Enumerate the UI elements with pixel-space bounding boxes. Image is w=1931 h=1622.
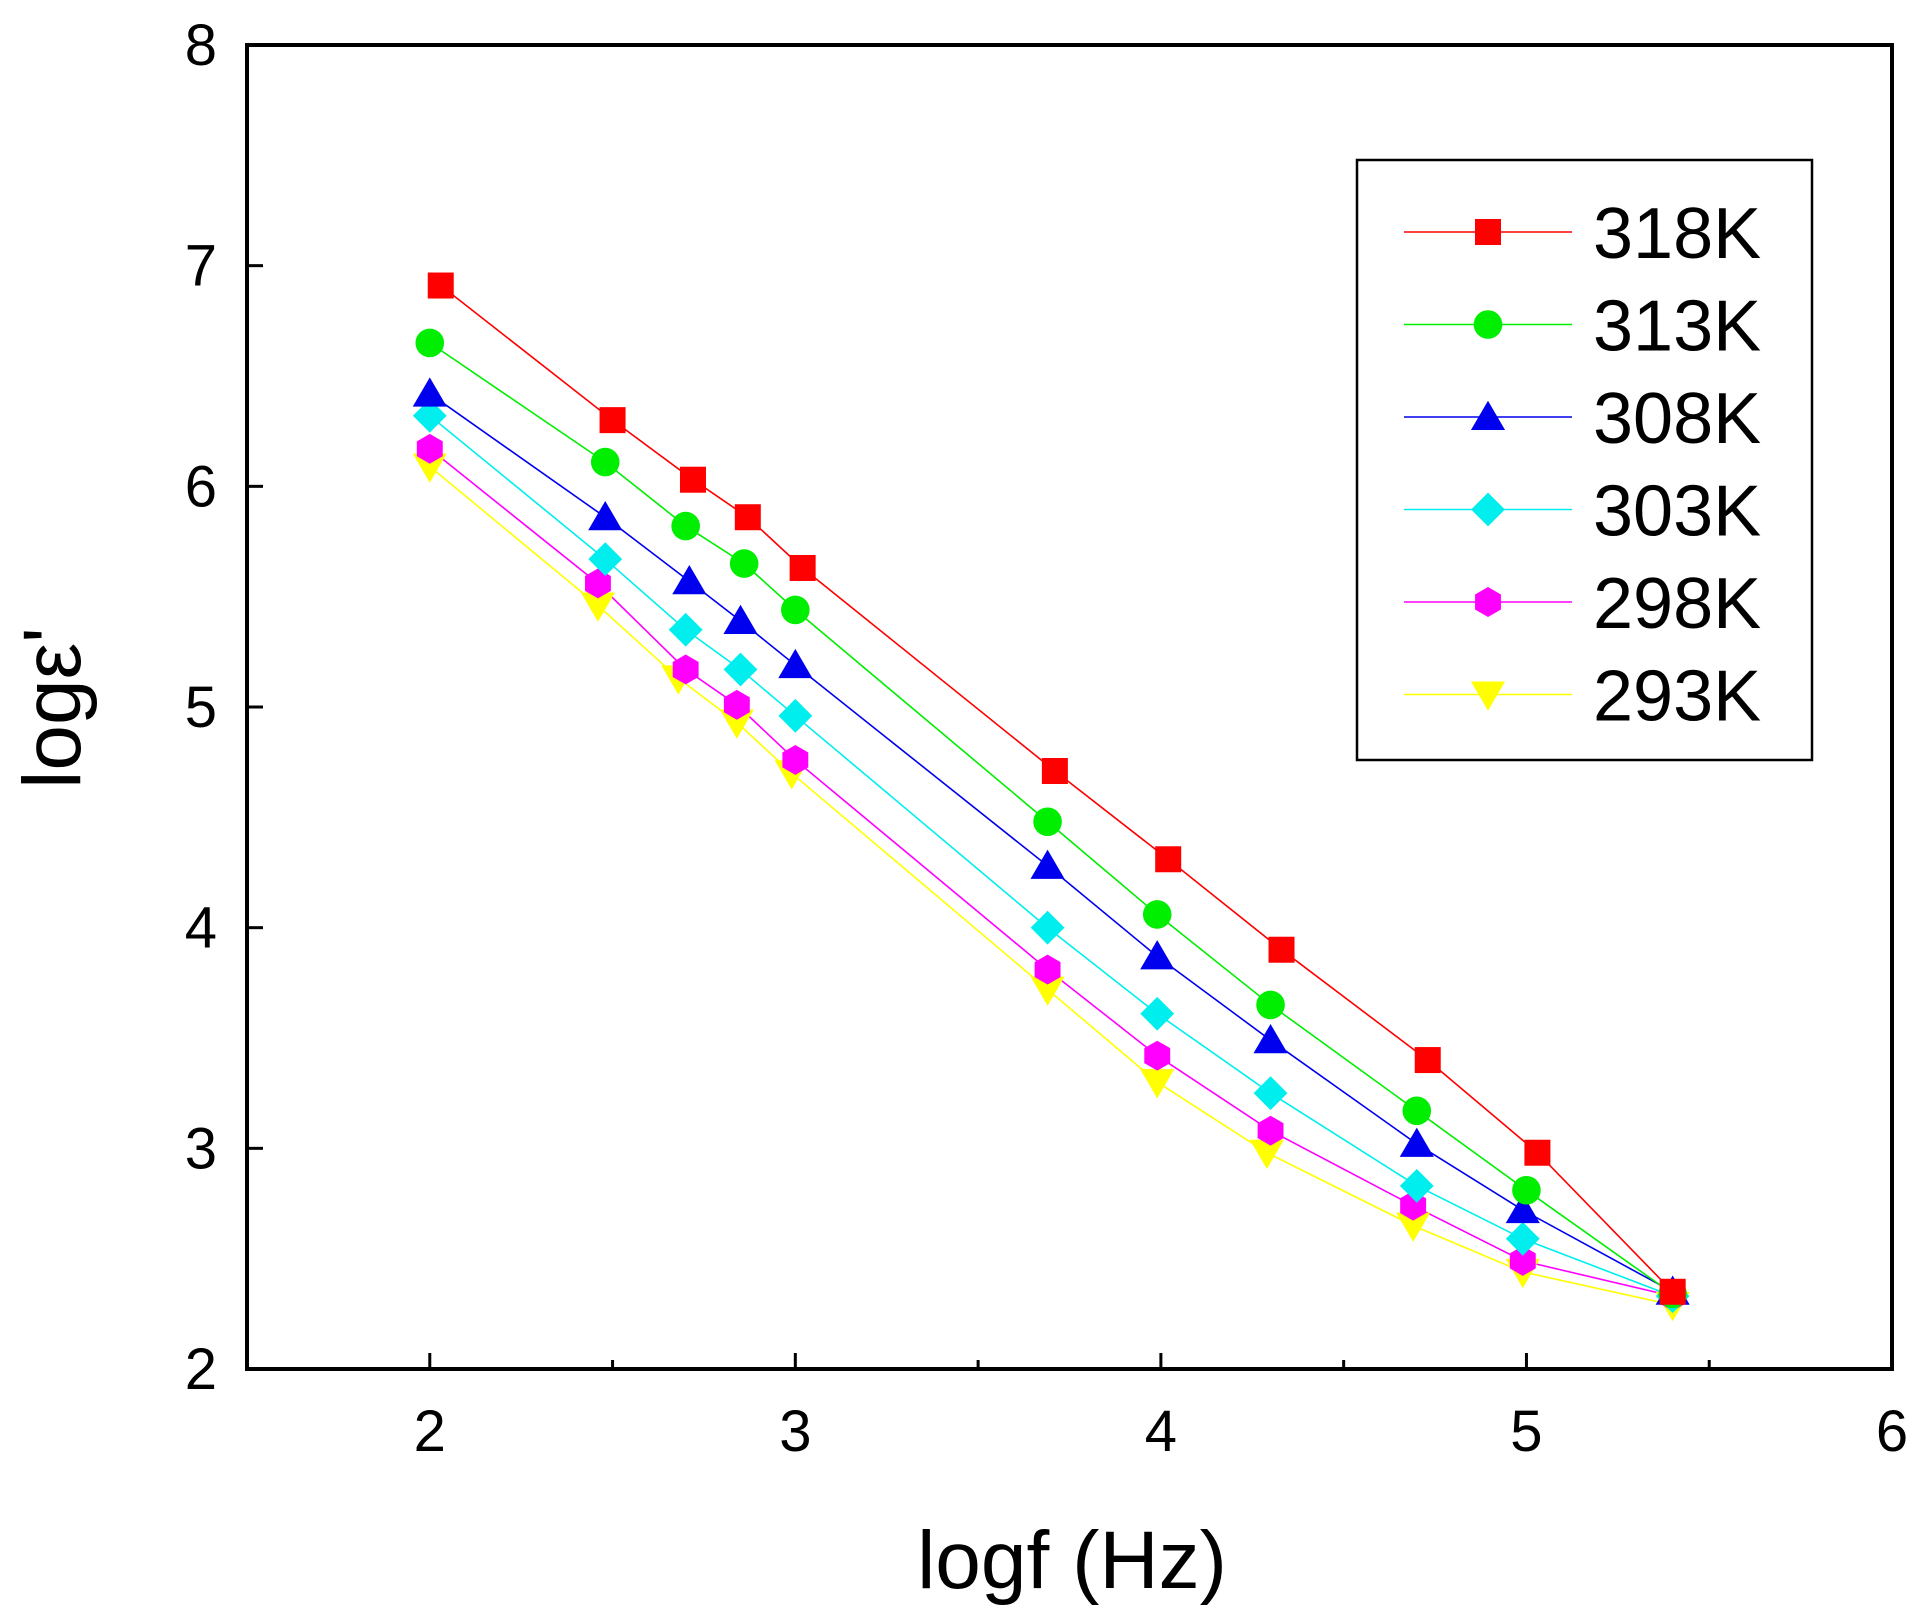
data-point-313K-6	[1033, 807, 1062, 837]
data-point-308K-9	[1399, 1127, 1434, 1157]
legend-marker-308K	[1470, 400, 1506, 430]
x-tick-label-5: 5	[1510, 1399, 1542, 1464]
data-point-318K-11	[1659, 1278, 1686, 1305]
data-point-313K-7	[1142, 900, 1172, 929]
data-point-308K-2	[588, 500, 623, 531]
data-point-308K-1	[412, 377, 447, 407]
data-point-303K-6	[1030, 910, 1065, 945]
data-point-308K-4	[723, 604, 758, 634]
y-axis-title: logε'	[7, 627, 98, 789]
data-point-308K-5	[778, 648, 813, 679]
x-tick-label-2: 2	[414, 1399, 446, 1464]
data-point-308K-10	[1505, 1193, 1540, 1224]
data-point-303K-1	[412, 398, 447, 433]
data-point-313K-3	[671, 511, 700, 541]
data-point-308K-7	[1140, 940, 1175, 970]
data-point-298K-4	[723, 689, 750, 720]
data-point-298K-1	[416, 433, 443, 464]
data-point-303K-3	[668, 612, 703, 647]
data-point-313K-10	[1512, 1175, 1541, 1205]
x-tick-label-3: 3	[779, 1399, 811, 1464]
data-point-303K-9	[1399, 1168, 1434, 1203]
data-point-293K-4	[719, 709, 754, 739]
data-point-318K-8	[1268, 936, 1295, 963]
y-tick-label-2: 2	[185, 1337, 217, 1402]
legend-entry-313K: 313K	[1404, 287, 1761, 367]
y-tick-label-8: 8	[185, 13, 217, 78]
legend-label-298K: 298K	[1593, 564, 1761, 644]
legend-label-303K: 303K	[1593, 472, 1761, 552]
data-point-313K-2	[590, 447, 620, 477]
data-point-298K-3	[672, 654, 699, 685]
legend-label-308K: 308K	[1593, 379, 1761, 459]
data-point-308K-6	[1030, 849, 1065, 879]
data-point-298K-5	[782, 745, 809, 775]
legend-entry-298K: 298K	[1404, 564, 1761, 644]
data-point-318K-6	[1041, 757, 1068, 784]
legend: 318K 313K 308K 303K 298K 293K	[1355, 158, 1814, 762]
data-point-318K-5	[789, 554, 816, 581]
legend-marker-293K	[1470, 681, 1506, 711]
legend-entry-308K: 308K	[1404, 379, 1761, 459]
data-point-318K-2	[599, 407, 626, 434]
legend-label-313K: 313K	[1593, 287, 1761, 367]
data-point-293K-2	[580, 592, 615, 622]
series-markers-318K	[427, 272, 1686, 1305]
series-markers-298K	[416, 433, 1686, 1312]
data-point-293K-6	[1030, 976, 1065, 1006]
data-point-318K-4	[734, 504, 761, 531]
data-point-293K-1	[412, 453, 447, 483]
legend-entry-303K: 303K	[1404, 472, 1761, 552]
data-point-313K-8	[1256, 990, 1285, 1020]
legend-entry-318K: 318K	[1404, 194, 1761, 274]
axes: 2 3 4 5 6 2 3 4 5 6 7 8	[185, 13, 1908, 1464]
x-tick-label-6: 6	[1876, 1399, 1908, 1464]
data-point-313K-1	[415, 328, 445, 358]
data-point-293K-7	[1140, 1069, 1175, 1099]
x-tick-label-4: 4	[1145, 1399, 1177, 1464]
data-point-318K-10	[1524, 1139, 1551, 1166]
data-point-318K-1	[427, 272, 454, 299]
data-point-303K-7	[1140, 996, 1175, 1031]
y-tick-label-4: 4	[185, 896, 217, 961]
legend-label-293K: 293K	[1593, 657, 1761, 737]
y-tick-label-7: 7	[185, 234, 217, 299]
y-tick-label-3: 3	[185, 1116, 217, 1181]
data-point-293K-9	[1396, 1212, 1431, 1242]
data-point-318K-7	[1155, 846, 1182, 873]
legend-label-318K: 318K	[1593, 194, 1761, 274]
y-tick-label-6: 6	[185, 454, 217, 519]
data-point-308K-8	[1253, 1023, 1288, 1054]
y-tick-label-5: 5	[185, 675, 217, 740]
data-point-303K-5	[778, 698, 813, 733]
data-point-318K-3	[679, 466, 706, 493]
legend-entry-293K: 293K	[1404, 657, 1761, 737]
x-axis-title: logf (Hz)	[917, 1515, 1227, 1606]
data-point-308K-3	[672, 564, 707, 595]
data-point-303K-4	[723, 652, 758, 687]
legend-marker-313K	[1473, 310, 1503, 339]
legend-box	[1355, 158, 1814, 762]
legend-marker-303K	[1471, 492, 1505, 527]
data-point-298K-10	[1509, 1245, 1536, 1276]
data-point-298K-2	[584, 568, 611, 599]
legend-marker-298K	[1475, 587, 1501, 617]
legend-marker-318K	[1475, 219, 1501, 245]
data-point-318K-9	[1414, 1047, 1441, 1074]
data-point-313K-5	[781, 595, 810, 625]
data-point-303K-2	[588, 542, 623, 577]
data-point-303K-8	[1253, 1076, 1288, 1111]
data-point-313K-9	[1402, 1096, 1432, 1126]
data-point-293K-8	[1249, 1139, 1284, 1169]
plot-area	[412, 272, 1690, 1322]
data-point-298K-7	[1144, 1040, 1171, 1071]
data-point-298K-8	[1257, 1115, 1284, 1146]
data-point-298K-6	[1034, 954, 1061, 985]
data-point-313K-4	[729, 549, 759, 578]
data-point-303K-10	[1505, 1221, 1540, 1256]
